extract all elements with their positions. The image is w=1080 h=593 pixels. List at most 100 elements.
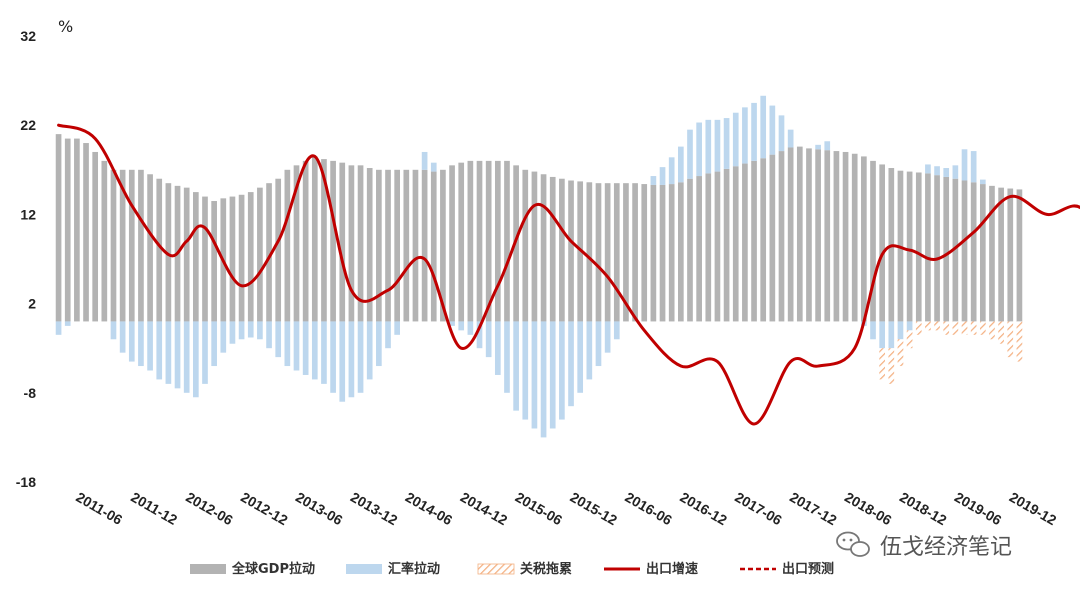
bar-mark [943, 321, 950, 335]
bar-mark [110, 169, 117, 322]
bar-mark [897, 339, 904, 367]
bar-mark [613, 183, 620, 322]
bar-mark [430, 162, 437, 172]
legend-label: 全球GDP拉动 [231, 561, 315, 577]
bar-mark [220, 321, 227, 353]
bar-mark [485, 160, 492, 322]
bar-mark [705, 119, 712, 174]
bar-mark [156, 178, 163, 322]
x-tick-label: 2018-12 [897, 489, 950, 529]
bar-mark [787, 147, 794, 322]
bar-mark [494, 321, 501, 375]
bar-mark [952, 165, 959, 179]
bar-mark [979, 179, 986, 185]
bar-mark [348, 165, 355, 322]
bar-mark [147, 321, 153, 371]
bar-mark [1007, 188, 1014, 322]
bar-mark [412, 169, 419, 322]
bar-mark [906, 330, 913, 349]
bar-mark [540, 321, 547, 438]
bar-mark [449, 165, 455, 322]
y-tick-label: 22 [20, 117, 36, 133]
bar-mark [559, 321, 565, 420]
bar-mark [687, 129, 693, 179]
bar-mark [202, 196, 208, 322]
bar-mark [970, 151, 977, 183]
bar-mark [668, 157, 675, 185]
bar-mark [751, 160, 757, 322]
bar-mark [998, 321, 1004, 344]
bar-mark [696, 122, 702, 177]
legend-label: 出口预测 [782, 561, 834, 577]
x-tick-label: 2014-12 [458, 489, 511, 529]
bar-mark [366, 321, 373, 380]
x-tick-label: 2016-12 [677, 489, 730, 529]
bar-mark [1016, 321, 1023, 362]
x-tick-label: 2019-06 [952, 489, 1005, 529]
bar-mark [531, 321, 538, 429]
bar-mark [385, 169, 391, 322]
bar-mark [943, 168, 950, 177]
bar-mark [906, 171, 913, 322]
bar-mark [879, 164, 885, 322]
bar-mark [760, 95, 767, 159]
bar-mark [714, 171, 721, 322]
bar-mark [1007, 321, 1014, 358]
bar-mark [513, 321, 519, 411]
bar-mark [604, 183, 611, 322]
y-tick-label: 12 [20, 206, 36, 222]
bar-mark [394, 321, 400, 335]
bar-mark [604, 321, 611, 353]
x-tick-label: 2016-06 [622, 489, 675, 529]
bars-layer [55, 95, 1023, 438]
bar-mark [833, 151, 840, 322]
lines-layer [57, 123, 1080, 426]
bar-mark [275, 178, 282, 322]
bar-mark [339, 321, 346, 402]
bar-mark [119, 169, 126, 322]
bar-mark [742, 163, 748, 322]
bar-mark [284, 169, 291, 322]
bar-mark [330, 321, 336, 393]
bar-mark [101, 160, 108, 322]
bar-mark [211, 321, 217, 367]
bar-mark [266, 321, 272, 349]
bar-mark [311, 321, 318, 380]
x-tick-label: 2011-12 [128, 489, 180, 528]
y-tick-label: 2 [28, 296, 36, 312]
y-tick-label: -8 [24, 385, 37, 401]
bar-mark [266, 183, 272, 322]
bar-mark [961, 321, 968, 335]
bar-mark [275, 321, 282, 358]
bar-mark [879, 321, 885, 349]
legend-swatch [477, 563, 515, 575]
bar-mark [979, 321, 986, 335]
bar-mark [339, 162, 346, 322]
bar-mark [613, 321, 620, 340]
bar-mark [193, 321, 199, 398]
bar-mark [74, 138, 80, 322]
x-tick-label: 2012-12 [238, 489, 291, 529]
bar-mark [321, 159, 327, 322]
bar-mark [577, 321, 584, 393]
bar-mark [659, 167, 666, 185]
bar-mark [568, 321, 574, 407]
bar-mark [202, 321, 208, 384]
bar-mark [842, 151, 849, 322]
bar-mark [760, 158, 767, 322]
bar-mark [925, 164, 931, 174]
bar-mark [467, 160, 474, 322]
bar-mark [952, 178, 959, 322]
watermark-layer: 伍戈经济笔记 [836, 531, 1012, 560]
bar-mark [421, 151, 428, 170]
bar-mark [934, 321, 940, 331]
bar-mark [366, 168, 373, 322]
legend-label: 汇率拉动 [388, 561, 440, 577]
bar-mark [485, 321, 492, 358]
legend-swatch [190, 564, 226, 574]
bar-mark [732, 112, 739, 167]
bar-mark [64, 321, 71, 326]
bar-mark [64, 138, 71, 322]
bar-mark [879, 348, 885, 380]
